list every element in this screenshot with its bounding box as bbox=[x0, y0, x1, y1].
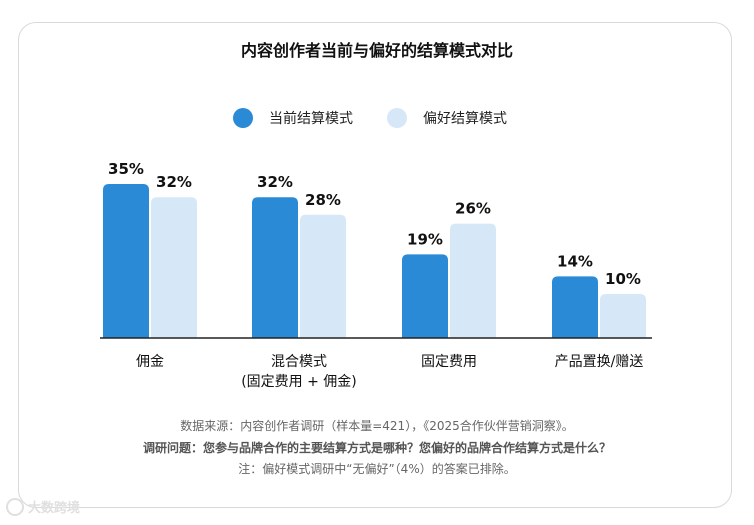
bar-current-2 bbox=[402, 254, 448, 338]
bar-current-3 bbox=[552, 276, 598, 338]
data-label-current-2: 19% bbox=[407, 230, 443, 248]
bar-preferred-0 bbox=[151, 197, 197, 338]
watermark-text: 大数跨境 bbox=[28, 501, 81, 516]
data-label-current-0: 35% bbox=[108, 160, 144, 178]
footer-source: 数据来源：内容创作者调研（样本量=421），《2025合作伙伴营销洞察》。 bbox=[180, 419, 574, 433]
watermark-logo-icon bbox=[6, 497, 24, 516]
legend-item-preferred: 偏好结算模式 bbox=[387, 106, 507, 130]
bar-preferred-1 bbox=[300, 214, 346, 338]
data-label-preferred-0: 32% bbox=[156, 173, 192, 191]
x-tick-label-3: 产品置换/赠送 bbox=[554, 354, 644, 370]
x-tick-label-2: 固定费用 bbox=[421, 354, 477, 370]
data-label-current-3: 14% bbox=[557, 252, 593, 270]
legend: 当前结算模式 偏好结算模式 bbox=[0, 106, 754, 130]
data-label-preferred-3: 10% bbox=[605, 270, 641, 288]
data-label-preferred-1: 28% bbox=[305, 191, 341, 209]
data-label-current-1: 32% bbox=[257, 173, 293, 191]
legend-swatch-preferred bbox=[387, 108, 407, 128]
bars-group: 35% 32% 32% 28% 19% 26% 14% 10% bbox=[103, 160, 646, 338]
legend-label-current: 当前结算模式 bbox=[269, 111, 353, 127]
footer-question: 调研问题：您参与品牌合作的主要结算方式是哪种？您偏好的品牌合作结算方式是什么？ bbox=[142, 441, 611, 455]
watermark: 大数跨境 bbox=[6, 497, 80, 516]
bar-current-0 bbox=[103, 184, 149, 338]
chart-title: 内容创作者当前与偏好的结算模式对比 bbox=[240, 41, 513, 60]
bar-current-1 bbox=[252, 197, 298, 338]
bar-preferred-2 bbox=[450, 223, 496, 338]
legend-swatch-current bbox=[233, 108, 253, 128]
data-label-preferred-2: 26% bbox=[455, 200, 491, 218]
footer-note: 注：偏好模式调研中“无偏好”（4%）的答案已排除。 bbox=[238, 462, 516, 476]
bar-preferred-3 bbox=[600, 294, 646, 338]
x-tick-label-1: 混合模式 (固定费用 + 佣金) bbox=[241, 354, 357, 390]
legend-label-preferred: 偏好结算模式 bbox=[423, 111, 507, 127]
legend-item-current: 当前结算模式 bbox=[233, 106, 353, 130]
x-tick-label-0: 佣金 bbox=[136, 354, 164, 370]
